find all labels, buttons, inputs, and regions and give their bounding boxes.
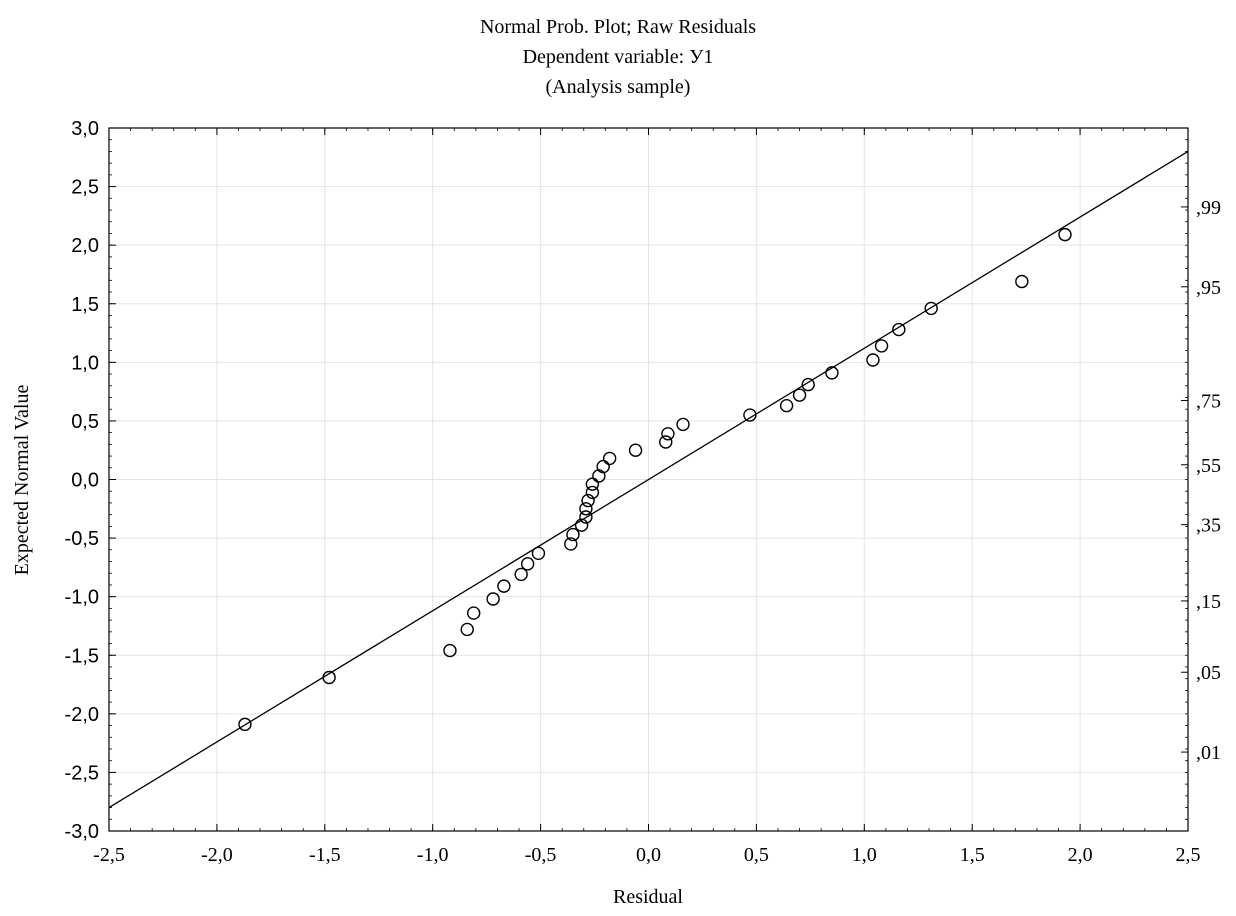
y-tick-label: -3,0 — [65, 821, 99, 843]
data-point — [602, 451, 617, 466]
y-tick-label: -2,5 — [65, 762, 99, 784]
y-axis-title: Expected Normal Value — [11, 385, 33, 576]
x-tick-label: 0,5 — [744, 844, 769, 866]
data-point — [661, 427, 675, 441]
data-point — [486, 592, 500, 606]
prob-tick-label: ,15 — [1196, 591, 1221, 613]
x-tick-label: 2,5 — [1176, 844, 1201, 866]
data-point — [531, 546, 546, 561]
x-tick-label: -2,0 — [201, 844, 233, 866]
data-point — [585, 485, 600, 500]
y-tick-label: -2,0 — [65, 704, 99, 726]
y-tick-label: -0,5 — [65, 528, 99, 550]
data-point — [574, 518, 589, 532]
chart-title-line-1: Normal Prob. Plot; Raw Residuals — [479, 16, 757, 38]
data-point — [520, 557, 535, 571]
data-point — [659, 435, 673, 449]
y-tick-label: 0,5 — [71, 411, 99, 433]
chart-title-line-2: Dependent variable: У1 — [522, 46, 714, 68]
data-point — [801, 377, 815, 392]
data-point — [579, 502, 593, 516]
data-point — [564, 537, 578, 551]
x-tick-label: 1,0 — [852, 844, 877, 866]
x-tick-label: 1,5 — [960, 844, 985, 866]
data-point — [322, 670, 336, 685]
data-point — [1015, 274, 1029, 289]
tick-labels: -3,0-2,5-2,0-1,5-1,0-0,50,00,51,01,52,02… — [65, 118, 1221, 866]
data-point — [825, 366, 839, 380]
data-points — [238, 227, 1072, 732]
data-point — [238, 717, 252, 732]
data-point — [779, 398, 794, 413]
data-point — [628, 443, 643, 457]
prob-tick-label: ,95 — [1196, 277, 1221, 299]
x-tick-label: 0,0 — [636, 844, 661, 866]
data-point — [467, 606, 481, 620]
data-point — [592, 469, 606, 483]
fit-line — [108, 150, 1189, 809]
prob-tick-label: ,01 — [1196, 742, 1221, 764]
prob-tick-label: ,75 — [1196, 390, 1221, 412]
axis-ticks — [108, 127, 1189, 832]
y-tick-label: 0,0 — [71, 470, 99, 492]
prob-tick-label: ,35 — [1196, 515, 1221, 537]
y-tick-label: 2,0 — [71, 235, 99, 257]
x-axis-title: Residual — [613, 886, 683, 908]
prob-tick-label: ,55 — [1196, 455, 1221, 477]
x-tick-label: 2,0 — [1068, 844, 1093, 866]
x-tick-label: -1,5 — [309, 844, 341, 866]
y-tick-label: 1,5 — [71, 294, 99, 316]
prob-tick-label: ,05 — [1196, 662, 1221, 684]
x-tick-label: -0,5 — [525, 844, 557, 866]
y-tick-label: -1,5 — [65, 645, 99, 667]
prob-tick-label: ,99 — [1196, 197, 1221, 219]
data-point — [585, 477, 600, 491]
data-point — [892, 322, 906, 337]
fit-line-layer — [108, 150, 1189, 809]
data-point — [866, 353, 880, 367]
data-point — [596, 459, 610, 474]
data-point — [566, 527, 580, 542]
y-tick-label: -1,0 — [65, 587, 99, 609]
chart-title-line-3: (Analysis sample) — [545, 76, 691, 98]
data-point — [497, 579, 511, 593]
x-tick-label: -1,0 — [417, 844, 449, 866]
data-point — [792, 388, 807, 402]
y-tick-label: 1,0 — [71, 352, 99, 374]
data-point — [874, 339, 889, 353]
y-tick-label: 2,5 — [71, 177, 99, 199]
data-point — [460, 622, 474, 637]
data-point — [1058, 227, 1072, 242]
data-point — [579, 510, 593, 524]
data-point — [443, 643, 457, 658]
data-point — [743, 408, 757, 422]
data-point — [924, 301, 938, 316]
y-tick-label: 3,0 — [71, 118, 99, 140]
data-point — [514, 567, 528, 582]
data-point — [581, 493, 595, 508]
data-point — [676, 417, 690, 432]
x-tick-label: -2,5 — [93, 844, 125, 866]
